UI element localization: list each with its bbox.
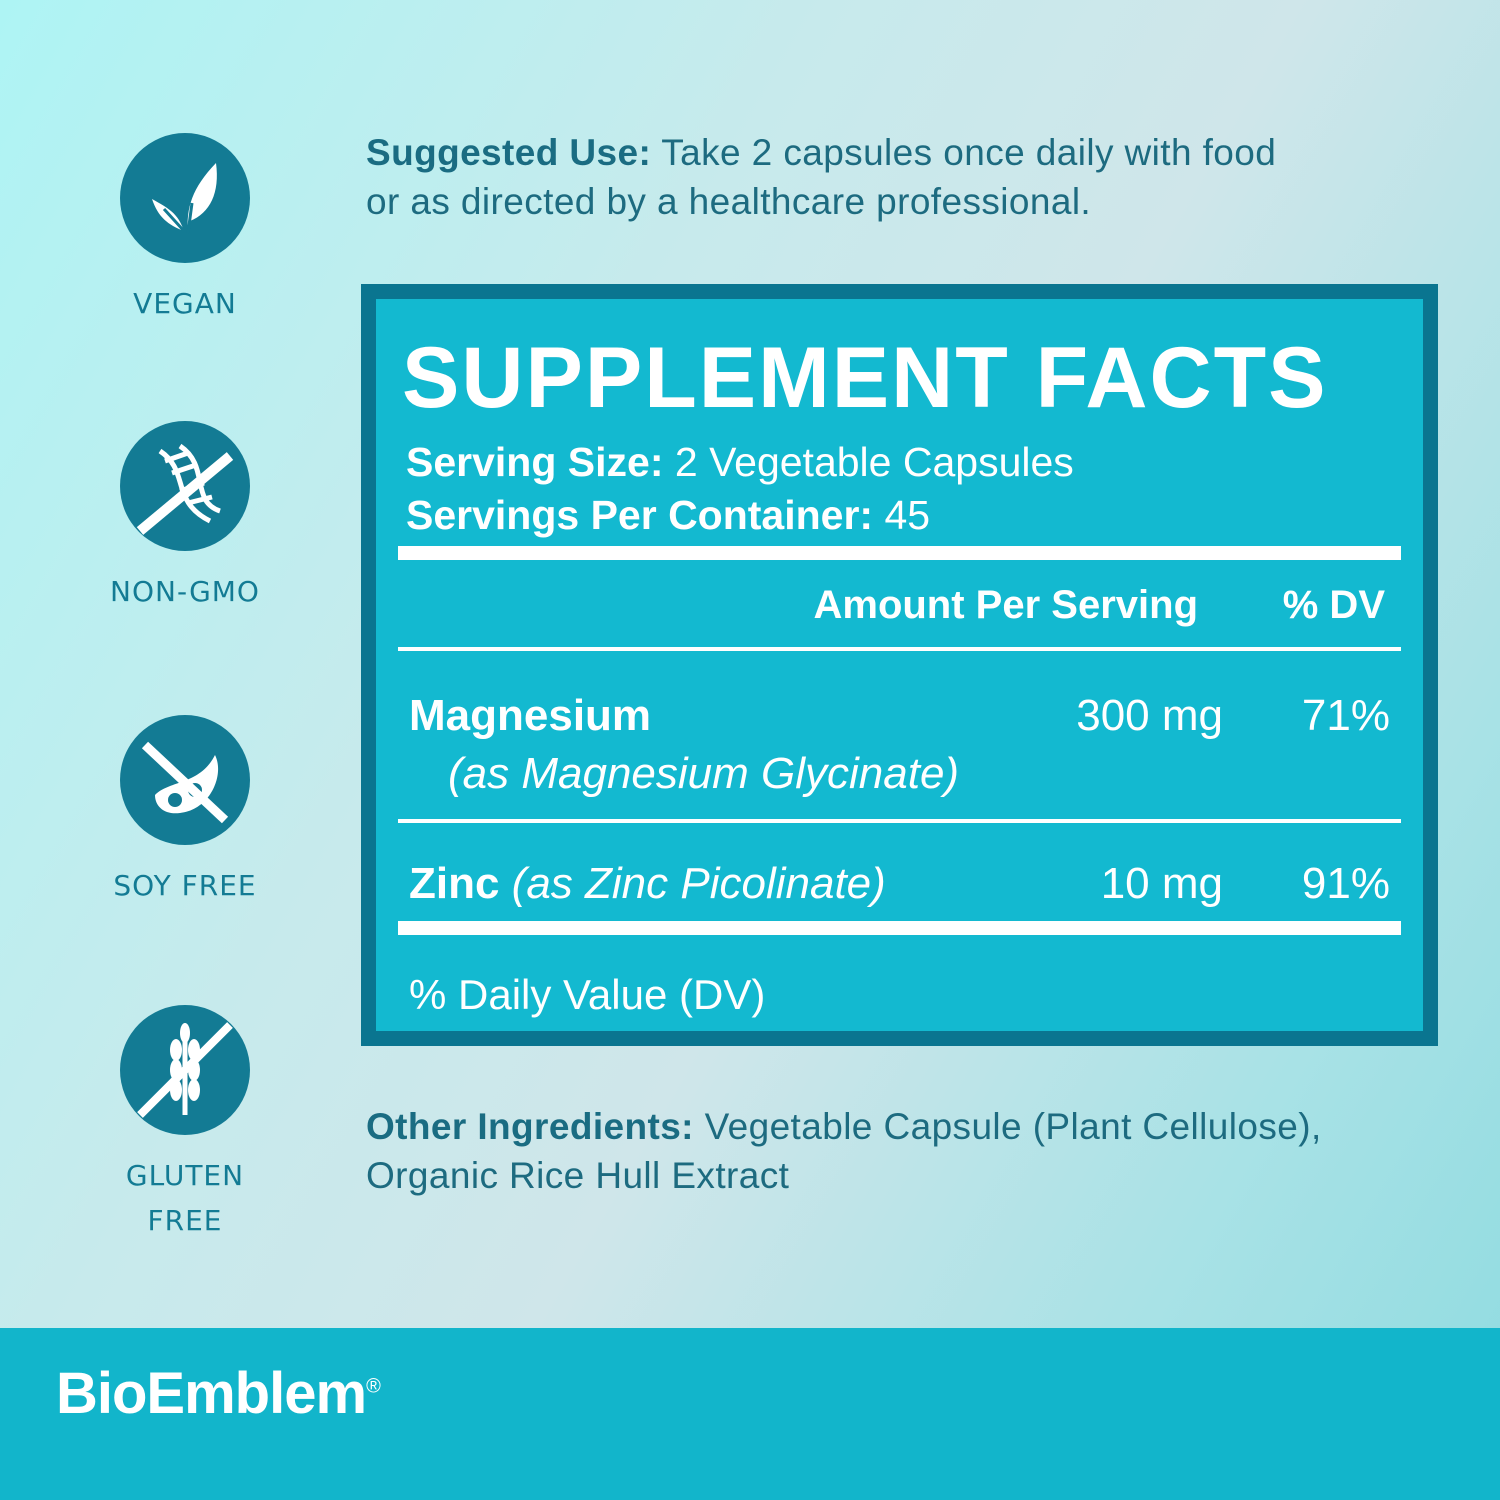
nutrient-amount: 10 mg	[1100, 859, 1223, 908]
badge-gluten-free: GLUTEN FREE	[100, 1005, 270, 1243]
serving-size: Serving Size: 2 Vegetable Capsules	[406, 439, 1074, 486]
suggested-use: Suggested Use: Take 2 capsules once dail…	[366, 128, 1276, 226]
brand-logo: BioEmblem®	[56, 1360, 381, 1427]
nutrient-dv: 91%	[1301, 859, 1390, 908]
leaf-icon	[120, 133, 250, 263]
other-ingredients-text-2: Organic Rice Hull Extract	[366, 1155, 790, 1196]
wheat-crossed-icon	[120, 1005, 250, 1135]
suggested-use-text: Take 2 capsules once daily with food	[651, 132, 1277, 173]
divider	[398, 647, 1401, 651]
soybean-crossed-icon	[120, 715, 250, 845]
badge-label: SOY FREE	[113, 869, 257, 902]
col-amount: Amount Per Serving	[813, 583, 1198, 627]
registered-mark: ®	[366, 1375, 381, 1398]
servings-label: Servings Per Container:	[406, 492, 874, 538]
nutrient-source: (as Magnesium Glycinate)	[448, 749, 960, 798]
other-ingredients: Other Ingredients: Vegetable Capsule (Pl…	[366, 1102, 1322, 1200]
nutrient-row: Zinc (as Zinc Picolinate)	[409, 859, 886, 909]
servings-per-container: Servings Per Container: 45	[406, 492, 930, 539]
serving-size-label: Serving Size:	[406, 439, 664, 485]
suggested-use-label: Suggested Use:	[366, 132, 652, 173]
servings-value: 45	[873, 492, 931, 538]
serving-size-value: 2 Vegetable Capsules	[663, 439, 1074, 485]
badge-vegan: VEGAN	[100, 133, 270, 327]
nutrient-amount: 300 mg	[1076, 691, 1223, 740]
dv-footnote: % Daily Value (DV)	[409, 971, 766, 1018]
nutrient-name: Zinc	[409, 859, 500, 908]
facts-title: SUPPLEMENT FACTS	[402, 330, 1328, 426]
badge-label: NON-GMO	[110, 575, 260, 608]
supplement-facts-panel: SUPPLEMENT FACTS Serving Size: 2 Vegetab…	[361, 284, 1438, 1046]
suggested-use-text-2: or as directed by a healthcare professio…	[366, 181, 1092, 222]
divider	[398, 819, 1401, 823]
divider	[398, 921, 1401, 935]
nutrient-dv: 71%	[1301, 691, 1390, 740]
brand-name: BioEmblem	[56, 1361, 367, 1426]
badge-label: GLUTEN FREE	[125, 1159, 245, 1237]
badge-label: VEGAN	[133, 287, 237, 320]
divider	[398, 546, 1401, 560]
badge-soy-free: SOY FREE	[100, 715, 270, 909]
col-dv: % DV	[1282, 583, 1385, 627]
badge-non-gmo: NON-GMO	[100, 421, 270, 615]
brand-banner	[0, 1328, 1500, 1500]
other-ingredients-text: Vegetable Capsule (Plant Cellulose),	[693, 1106, 1322, 1147]
nutrient-name: Magnesium	[409, 691, 652, 740]
nutrient-source: (as Zinc Picolinate)	[499, 859, 886, 908]
other-ingredients-label: Other Ingredients:	[366, 1106, 694, 1147]
dna-crossed-icon	[120, 421, 250, 551]
